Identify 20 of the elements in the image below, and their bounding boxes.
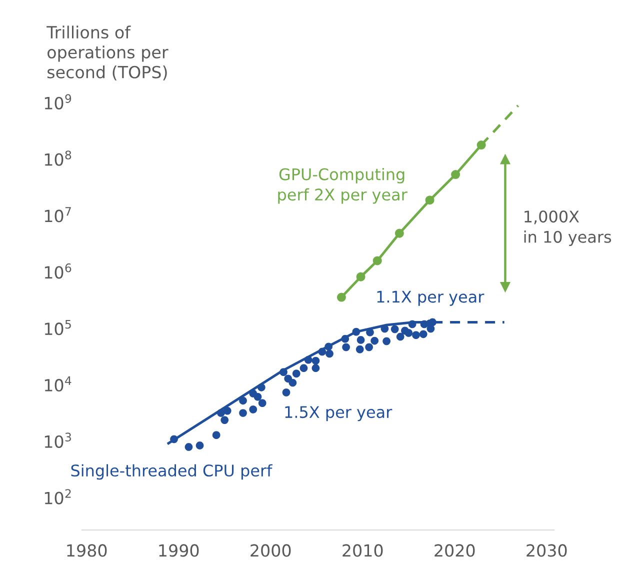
y-axis-title: Trillions of operations per second (TOPS): [46, 26, 168, 80]
y-tick-label: 10$^{8}$: [44, 150, 72, 166]
y-tick-label: 10$^{7}$: [44, 207, 71, 222]
annotation: Single-threaded CPU perf: [71, 464, 272, 480]
annotation: 1,000X in 10 years: [524, 210, 612, 246]
y-tick-label: 10$^{6}$: [44, 263, 72, 279]
y-tick-label: 10$^{9}$: [44, 94, 72, 110]
x-tick-label: 2000: [250, 544, 291, 557]
annotation: GPU-Computing perf 2X per year: [278, 168, 408, 204]
y-tick-label: 10$^{2}$: [44, 489, 71, 504]
x-tick-label: 2030: [526, 544, 567, 557]
annotation: 1.5X per year: [285, 406, 392, 422]
x-tick-label: 2020: [434, 544, 475, 557]
x-tick-label: 2010: [342, 544, 383, 557]
annotation: 1.1X per year: [377, 290, 484, 306]
y-tick-label: 10$^{4}$: [44, 376, 72, 392]
x-tick-label: 1980: [67, 544, 107, 557]
x-tick-label: 1990: [159, 544, 199, 557]
y-tick-label: 10$^{5}$: [44, 320, 71, 336]
y-tick-label: 10$^{3}$: [44, 432, 71, 448]
